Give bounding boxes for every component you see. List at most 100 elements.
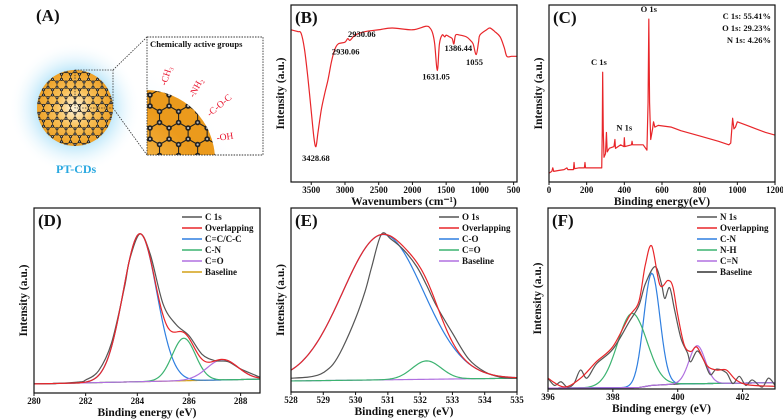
carbon-atom: [138, 241, 144, 247]
panel-label-e: (E): [295, 211, 318, 230]
carbon-atom: [176, 219, 182, 225]
pt-cds-label: PT-CDs: [56, 162, 97, 176]
carbon-atom: [157, 186, 163, 192]
x-axis-title: Binding energy (eV): [612, 403, 711, 415]
carbon-atom: [157, 241, 163, 247]
legend-label: C=C/C-C: [205, 234, 242, 244]
carbon-atom: [138, 186, 144, 192]
carbon-atom: [176, 241, 182, 247]
x-tick-label: 400: [618, 185, 632, 195]
peak-annotation: N 1s: [616, 123, 633, 133]
x-tick-label: 284: [131, 396, 145, 406]
legend-label: Baseline: [205, 267, 237, 277]
carbon-atom: [90, 235, 96, 241]
legend-label: C=O: [205, 256, 224, 266]
zoom-box: [146, 36, 264, 156]
carbon-atom: [61, 219, 67, 225]
x-tick-label: 402: [736, 392, 750, 402]
carbon-atom: [147, 169, 153, 175]
carbon-atom: [128, 158, 134, 164]
peak-annotation: 1055: [466, 57, 483, 67]
panel-label-c: (C): [553, 8, 577, 27]
series-line-survey: [549, 18, 775, 174]
carbon-atom: [156, 152, 163, 155]
x-tick-label: 800: [693, 185, 707, 195]
peak-annotation: 2930.06: [348, 29, 376, 39]
composition-text: N 1s: 4.26%: [727, 35, 771, 45]
carbon-atom: [138, 219, 144, 225]
carbon-atom: [157, 219, 163, 225]
measured-line: [34, 233, 260, 385]
panel-label-b: (B): [295, 8, 318, 27]
carbon-atom: [71, 202, 77, 208]
carbon-atom: [166, 224, 172, 230]
x-tick-label: 1000: [471, 185, 490, 195]
carbon-atom: [81, 186, 87, 192]
carbon-atom: [166, 158, 172, 164]
carbon-atom: [204, 202, 210, 208]
carbon-atom: [233, 186, 239, 192]
carbon-atom: [223, 191, 229, 197]
carbon-atom: [100, 219, 106, 225]
panel-label-d: (D): [38, 211, 62, 230]
carbon-atom: [109, 202, 115, 208]
composition-text: C 1s: 55.41%: [723, 11, 771, 21]
measured-line: [291, 232, 517, 379]
legend-label: C=N: [720, 256, 739, 266]
x-tick-label: 3000: [336, 185, 355, 195]
carbon-atom: [109, 169, 115, 175]
carbon-atom: [223, 202, 229, 208]
carbon-atom: [223, 169, 229, 175]
peak-annotation: 3428.68: [302, 153, 330, 163]
carbon-atom: [185, 169, 191, 175]
peak-annotation: 2930.06: [332, 47, 360, 57]
legend-label: Baseline: [720, 267, 752, 277]
panel-b-chart: 3500 3000 2500 2000 1500 1000 500 Wavenumbers (…: [275, 4, 521, 208]
x-tick-label: 530: [349, 395, 363, 405]
x-tick-label: 288: [234, 396, 248, 406]
panel-a-illustration: (A) Chemically active groups -CH₃ -NH₂ -…: [9, 6, 264, 247]
carbon-atom: [100, 241, 106, 247]
group-oh: -OH: [216, 132, 234, 144]
x-tick-label: 533: [446, 395, 460, 405]
x-tick-label: 3500: [302, 185, 321, 195]
overlapping-line: [34, 233, 260, 385]
carbon-atom: [109, 235, 115, 241]
carbon-atom: [128, 191, 134, 197]
y-axis-title: Intensity (a.u.): [275, 57, 287, 129]
x-tick-label: 528: [284, 395, 298, 405]
box-title: Chemically active groups: [150, 39, 243, 49]
overlapping-line: [291, 233, 517, 379]
carbon-atom: [61, 186, 67, 192]
carbon-atom: [204, 191, 210, 197]
x-tick-label: 0: [547, 185, 552, 195]
x-axis-title: Wavenumbers (cm⁻¹): [351, 196, 457, 208]
carbon-atom: [128, 202, 134, 208]
x-tick-label: 1200: [766, 185, 783, 195]
plot-frame: [547, 207, 776, 390]
legend-label: Overlapping: [205, 223, 254, 233]
x-tick-label: 1000: [728, 185, 747, 195]
carbon-atom: [147, 235, 153, 241]
carbon-atom: [166, 191, 172, 197]
carbon-atom: [166, 202, 172, 208]
x-tick-label: 534: [478, 395, 492, 405]
x-axis-title: Binding energy (eV): [97, 407, 196, 419]
y-axis-title: Intensity (a.u.): [533, 57, 545, 129]
carbon-atom: [52, 202, 58, 208]
carbon-atom: [128, 169, 134, 175]
carbon-atom: [138, 153, 144, 159]
legend-label: Overlapping: [462, 223, 511, 233]
carbon-atom: [100, 175, 106, 181]
x-tick-label: 600: [655, 185, 669, 195]
x-tick-label: 500: [507, 185, 521, 195]
carbon-atom: [128, 224, 134, 230]
carbon-atom: [119, 186, 125, 192]
x-axis-title: Binding energy(eV): [614, 196, 710, 208]
x-tick-label: 200: [580, 185, 594, 195]
carbon-atom: [147, 158, 153, 164]
carbon-atom: [81, 219, 87, 225]
